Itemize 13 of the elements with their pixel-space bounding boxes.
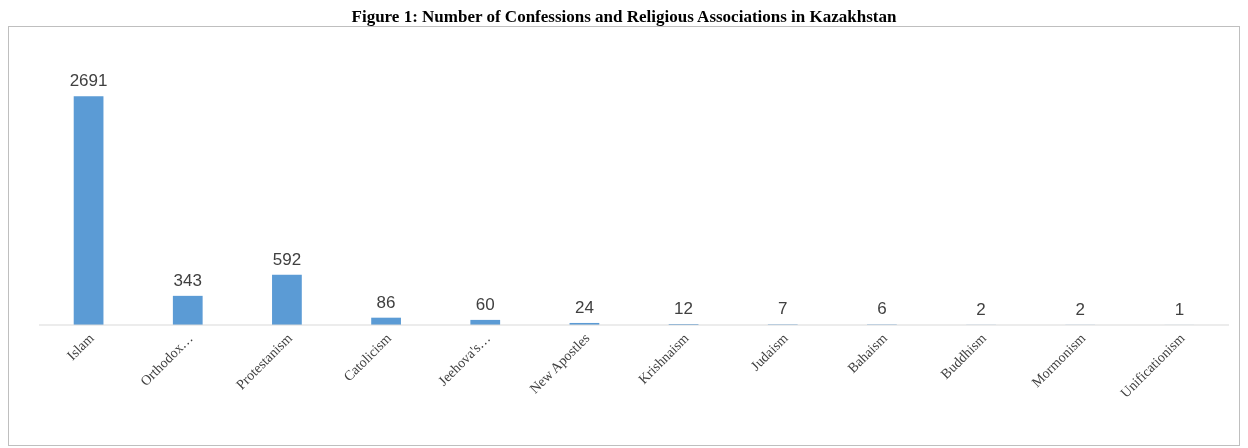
- data-label: 24: [574, 297, 594, 317]
- chart-title: Figure 1: Number of Confessions and Religious Associations in Kazakhstan: [350, 7, 898, 26]
- data-label: 7: [778, 299, 788, 319]
- data-label: 343: [173, 270, 202, 290]
- data-label: 2: [976, 299, 986, 319]
- data-label: 2691: [69, 71, 108, 91]
- data-label: 1: [1174, 299, 1185, 319]
- data-label: 86: [376, 292, 396, 312]
- data-label: 12: [674, 298, 694, 318]
- data-label: 592: [272, 249, 302, 269]
- data-label: 60: [475, 294, 495, 314]
- data-label: 2: [1075, 299, 1085, 319]
- data-label: 6: [877, 299, 887, 319]
